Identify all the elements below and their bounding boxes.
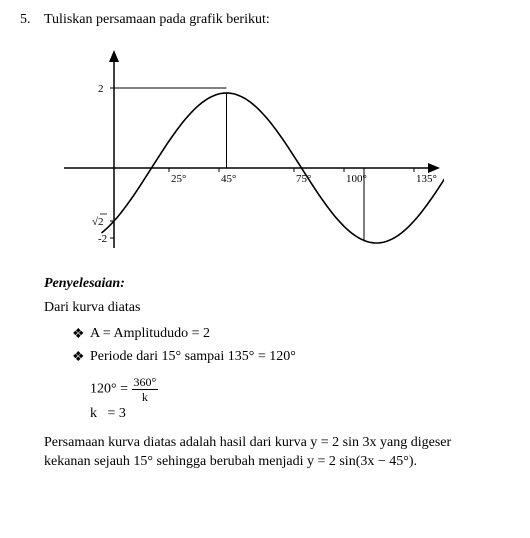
svg-text:25°: 25° [171, 173, 186, 185]
svg-text:2: 2 [98, 83, 104, 95]
eq1-left: 120° = [90, 382, 128, 397]
svg-text:45°: 45° [221, 173, 236, 185]
fraction-num: 360° [132, 376, 159, 390]
solution-intro: Dari kurva diatas [44, 300, 510, 316]
solution-paragraph: Persamaan kurva diatas adalah hasil dari… [44, 434, 500, 472]
bullet-icon: ❖ [72, 326, 90, 343]
question-prompt: Tuliskan persamaan pada grafik berikut: [44, 12, 270, 28]
fraction-den: k [132, 390, 159, 403]
svg-text:√2: √2 [92, 216, 104, 228]
svg-text:-2: -2 [98, 233, 107, 245]
equation-2: k = 3 [90, 403, 510, 424]
bullet-text: Periode dari 15° sampai 135° = 120° [90, 349, 296, 366]
bullet-list: ❖ A = Amplitududo = 2 ❖ Periode dari 15°… [72, 326, 510, 366]
question-line: 5. Tuliskan persamaan pada grafik beriku… [20, 12, 510, 28]
sine-chart: 2√2-225°45°75°100°135° [44, 38, 444, 258]
chart-container: 2√2-225°45°75°100°135° [44, 38, 510, 258]
bullet-text: A = Amplitududo = 2 [90, 326, 210, 343]
question-number: 5. [20, 12, 44, 28]
equation-1: 120° = 360° k [90, 376, 510, 403]
svg-text:135°: 135° [416, 173, 437, 185]
bullet-item: ❖ Periode dari 15° sampai 135° = 120° [72, 349, 510, 366]
solution-heading: Penyelesaian: [44, 276, 510, 292]
fraction: 360° k [132, 376, 159, 403]
equation-block: 120° = 360° k k = 3 [90, 376, 510, 424]
bullet-icon: ❖ [72, 349, 90, 366]
bullet-item: ❖ A = Amplitududo = 2 [72, 326, 510, 343]
